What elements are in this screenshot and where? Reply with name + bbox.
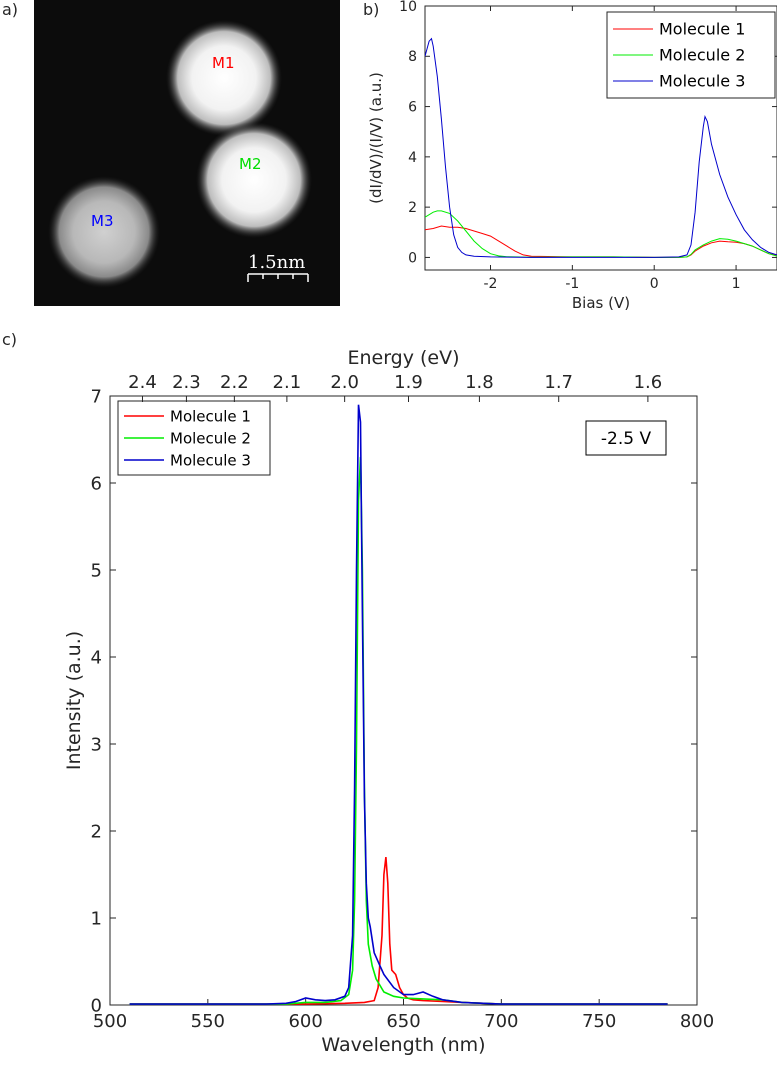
panel-label-a: a) <box>2 0 19 19</box>
energy-tick-label: 2.1 <box>273 372 302 393</box>
molecule-m2-blob <box>196 122 312 238</box>
molecule-label-m3: M3 <box>91 212 114 230</box>
y-tick-label: 6 <box>91 473 102 494</box>
y-tick-label: 4 <box>91 647 102 668</box>
y-tick-label: 3 <box>91 734 102 755</box>
x-tick-label: 600 <box>288 1011 322 1032</box>
x-tick-label: 650 <box>386 1011 420 1032</box>
bias-annotation: -2.5 V <box>601 429 652 449</box>
panel-label-c: c) <box>2 330 18 349</box>
series-line-3 <box>129 404 668 1005</box>
x-tick-label: 500 <box>93 1011 127 1032</box>
y-tick-label: 0 <box>91 995 102 1016</box>
molecule-label-m2: M2 <box>239 155 262 173</box>
y-tick-label: 2 <box>91 821 102 842</box>
energy-tick-label: 1.7 <box>544 372 573 393</box>
energy-tick-label: 1.9 <box>394 372 423 393</box>
x-tick-label: -2 <box>484 276 498 292</box>
y-tick-label: 8 <box>408 49 417 65</box>
y-axis-label: (dI/dV)/(I/V) (a.u.) <box>367 72 385 204</box>
scale-bar-label: 1.5nm <box>248 252 305 273</box>
scale-bar <box>247 273 309 282</box>
molecule-m3-blob <box>48 176 160 288</box>
y-tick-label: 10 <box>399 0 417 15</box>
series-line-1 <box>129 857 668 1005</box>
y-tick-label: 4 <box>408 150 417 166</box>
energy-tick-label: 2.0 <box>330 372 359 393</box>
energy-axis-label: Energy (eV) <box>347 347 459 369</box>
x-tick-label: 0 <box>650 276 659 292</box>
legend-entry-3: Molecule 3 <box>170 451 251 469</box>
x-tick-label: 800 <box>680 1011 714 1032</box>
series-line-3 <box>425 37 777 258</box>
x-tick-label: -1 <box>565 276 579 292</box>
stm-image: M1 M2 M3 1.5nm <box>34 0 340 306</box>
y-tick-label: 1 <box>91 908 102 929</box>
energy-tick-label: 2.4 <box>128 372 157 393</box>
energy-tick-label: 1.8 <box>465 372 494 393</box>
x-tick-label: 750 <box>582 1011 616 1032</box>
legend-entry-1: Molecule 1 <box>659 20 745 39</box>
legend-entry-2: Molecule 2 <box>659 46 745 65</box>
y-tick-label: 0 <box>408 250 417 266</box>
x-tick-label: 550 <box>191 1011 225 1032</box>
x-tick-label: 700 <box>484 1011 518 1032</box>
legend-entry-2: Molecule 2 <box>170 429 251 447</box>
legend-entry-3: Molecule 3 <box>659 72 745 91</box>
molecule-label-m1: M1 <box>212 54 235 72</box>
plot-area <box>109 395 698 1006</box>
x-axis-label: Wavelength (nm) <box>321 1034 485 1056</box>
y-axis-label: Intensity (a.u.) <box>63 631 85 770</box>
legend-entry-1: Molecule 1 <box>170 407 251 425</box>
spectrum-chart: 500 550 600 650 700 750 800 0 1 2 3 4 5 6 7 Wavelength … <box>63 347 714 1056</box>
x-tick-label: 1 <box>732 276 741 292</box>
y-tick-label: 5 <box>91 560 102 581</box>
x-axis-label: Bias (V) <box>572 294 630 312</box>
bias-annotation-box <box>585 420 667 456</box>
panel-label-b: b) <box>363 0 380 19</box>
energy-tick-label: 2.2 <box>220 372 249 393</box>
y-tick-label: 7 <box>91 386 102 407</box>
energy-tick-label: 2.3 <box>172 372 201 393</box>
y-tick-label: 2 <box>408 200 417 216</box>
y-tick-label: 6 <box>408 99 417 115</box>
molecule-m1-blob <box>166 20 282 136</box>
energy-tick-label: 1.6 <box>634 372 663 393</box>
